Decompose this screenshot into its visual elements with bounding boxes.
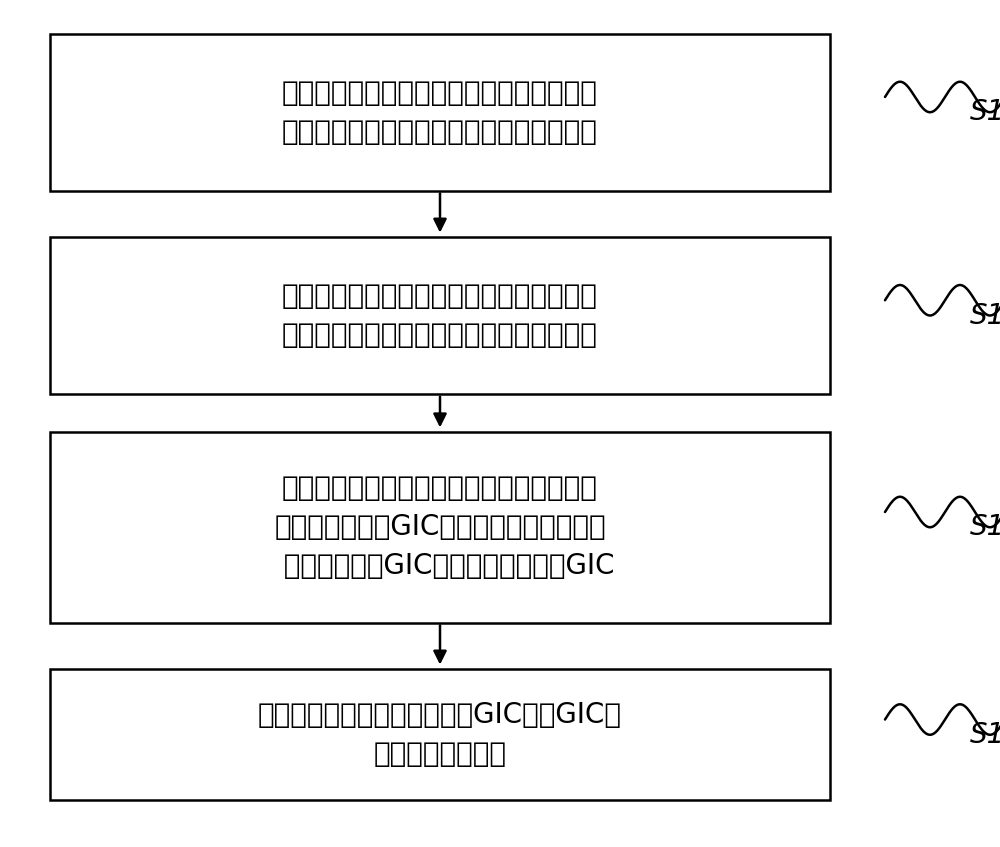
Text: 获取地磁数据，并确认大地电导率，其中，
地磁数据包括地磁台站观测的地磁扰动数据: 获取地磁数据，并确认大地电导率，其中， 地磁数据包括地磁台站观测的地磁扰动数据 <box>282 79 598 146</box>
Bar <box>50 34 830 191</box>
Bar <box>50 669 830 800</box>
Text: 根据工程算法和变压器中性点GIC计算GIC次
生变压器无功损耗: 根据工程算法和变压器中性点GIC计算GIC次 生变压器无功损耗 <box>258 701 622 768</box>
Text: S101: S101 <box>970 98 1000 126</box>
Text: 建立电网等效模型，并求解电网节点和支路
的地磁感应电流GIC，其中，节点和支路的
  地磁感应电流GIC包括变压器中性点GIC: 建立电网等效模型，并求解电网节点和支路 的地磁感应电流GIC，其中，节点和支路的… <box>266 474 614 580</box>
Text: S102: S102 <box>970 302 1000 329</box>
Bar <box>50 432 830 623</box>
Bar <box>50 237 830 394</box>
Text: 根据地磁数据和大地电导率建立大地电导率
模型，利用大地电导率模型计算感应地电场: 根据地磁数据和大地电导率建立大地电导率 模型，利用大地电导率模型计算感应地电场 <box>282 282 598 349</box>
Text: S103: S103 <box>970 513 1000 541</box>
Text: S104: S104 <box>970 721 1000 749</box>
